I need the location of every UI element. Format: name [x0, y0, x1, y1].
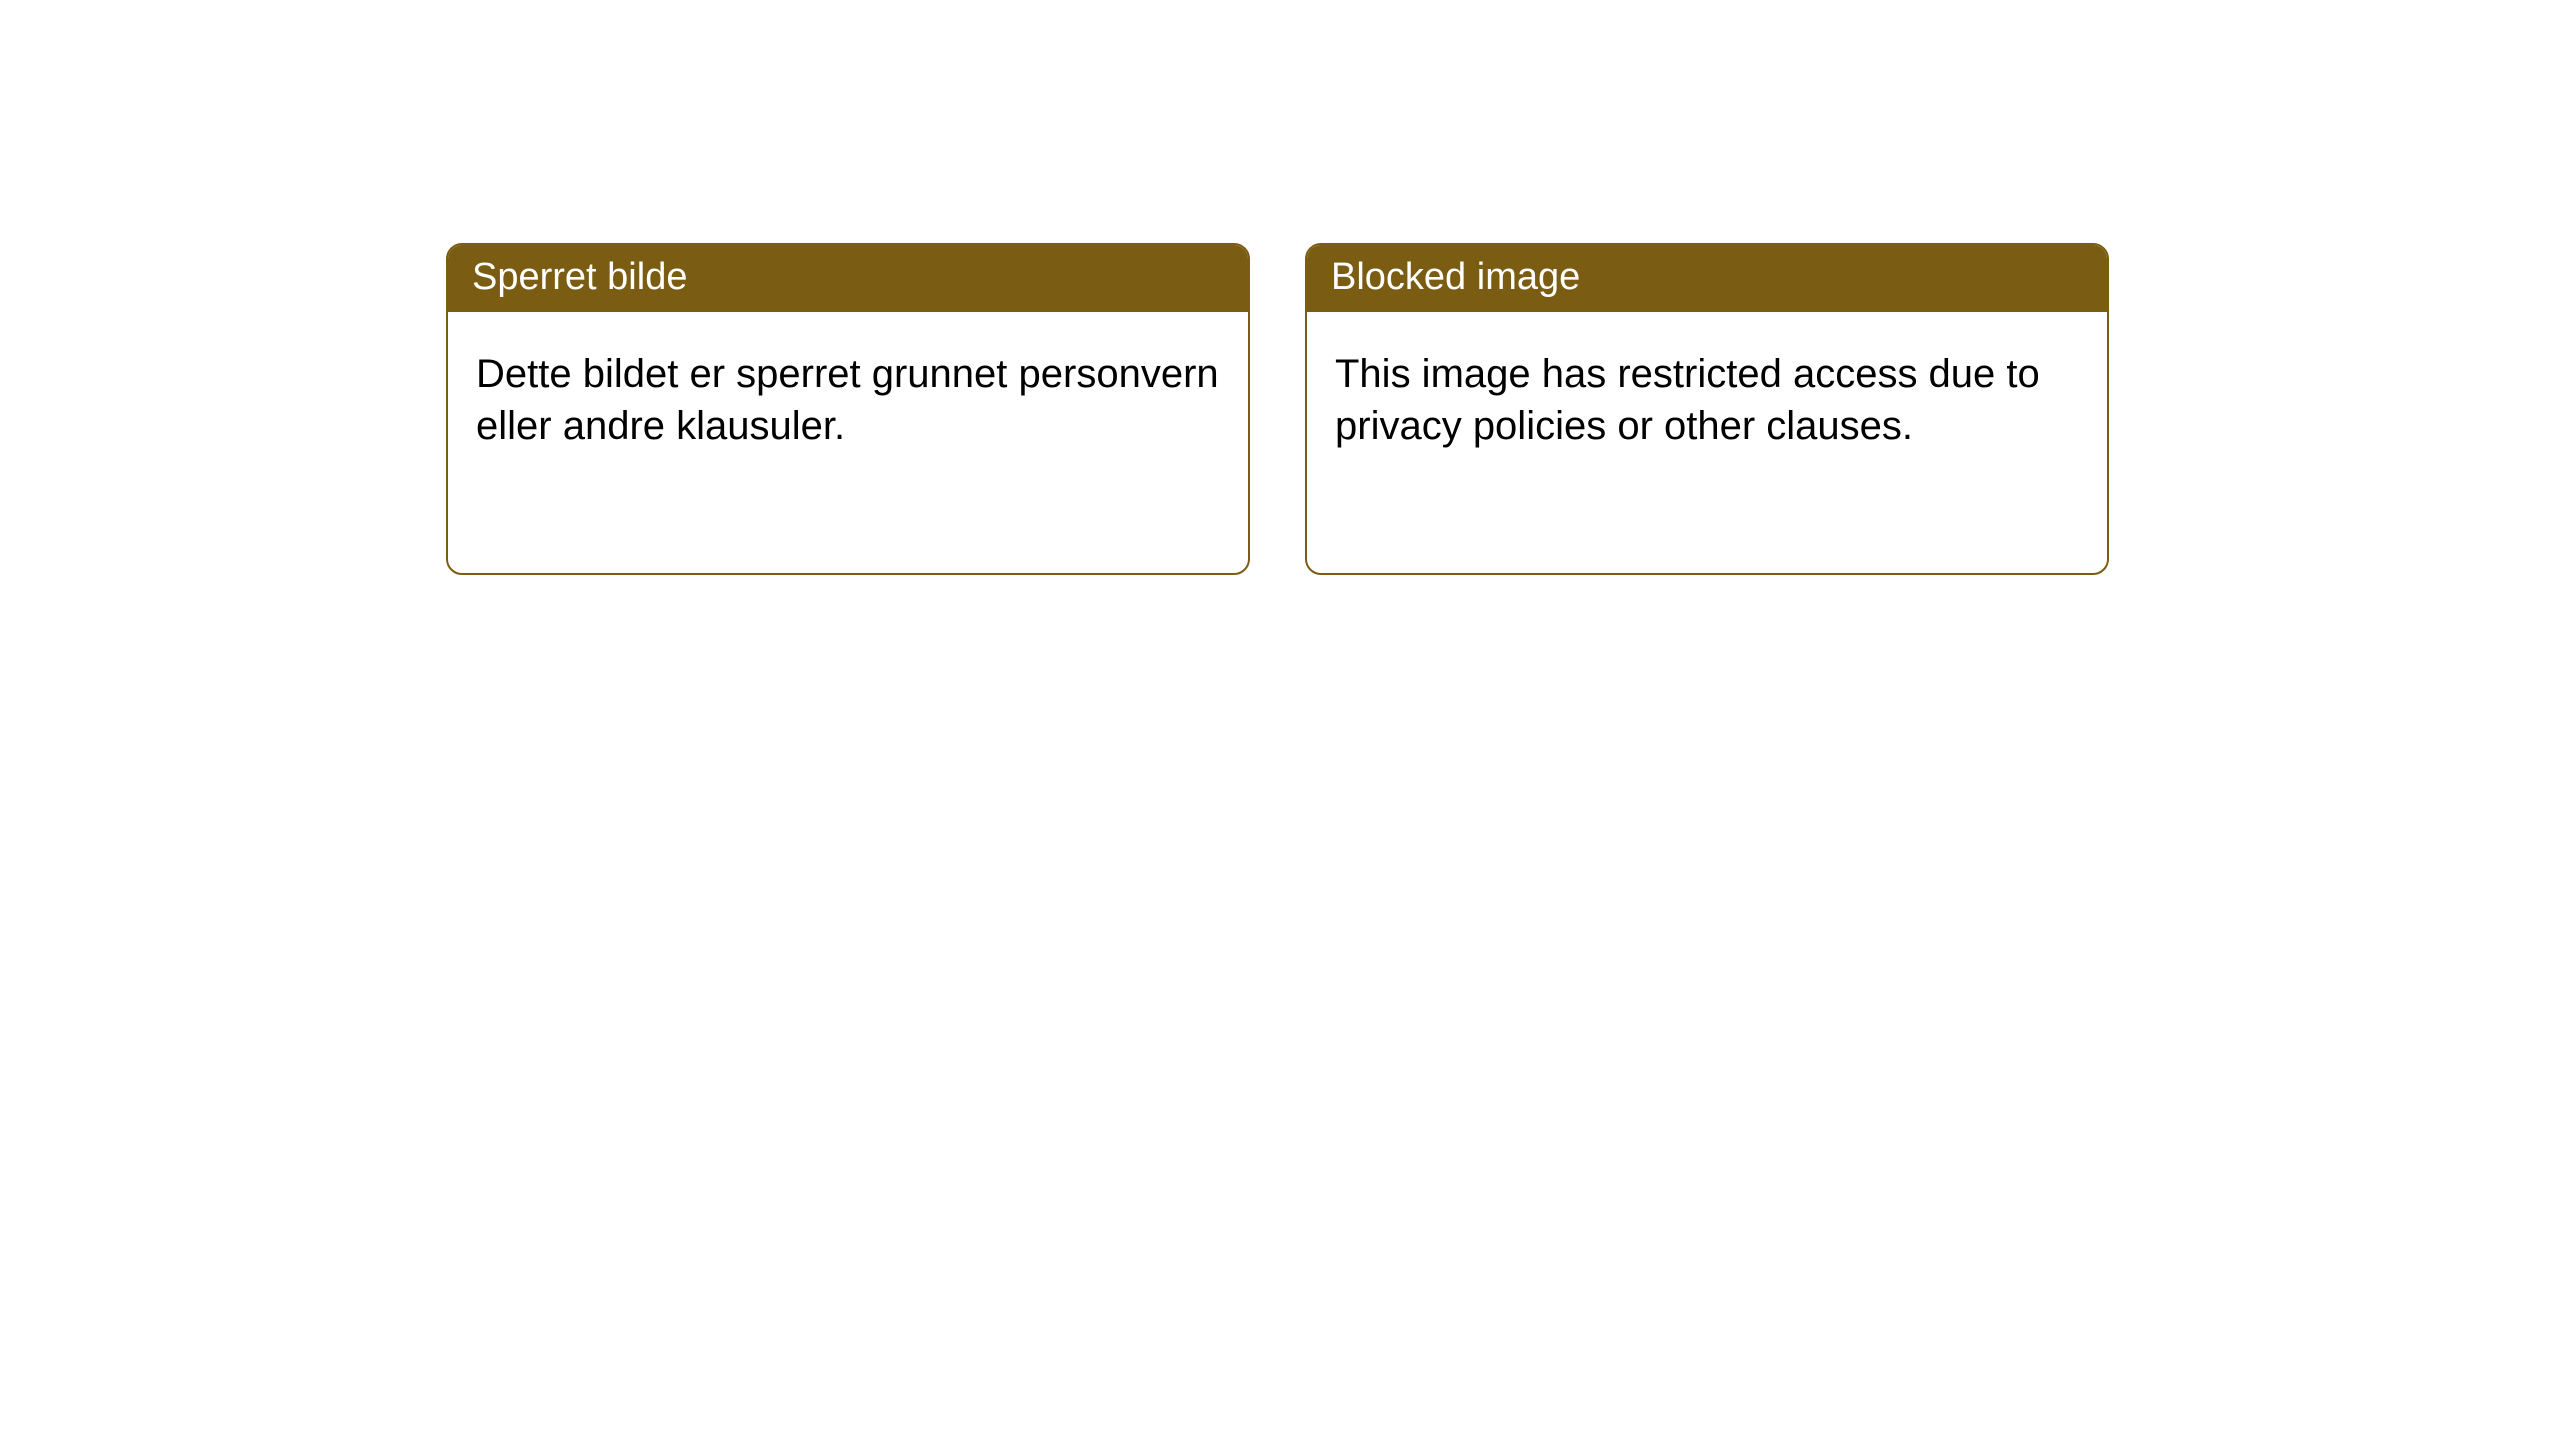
notice-title: Blocked image: [1307, 245, 2107, 312]
notice-body: This image has restricted access due to …: [1307, 312, 2107, 480]
notices-container: Sperret bilde Dette bildet er sperret gr…: [0, 0, 2560, 575]
notice-body: Dette bildet er sperret grunnet personve…: [448, 312, 1248, 480]
notice-card-norwegian: Sperret bilde Dette bildet er sperret gr…: [446, 243, 1250, 575]
notice-title: Sperret bilde: [448, 245, 1248, 312]
notice-card-english: Blocked image This image has restricted …: [1305, 243, 2109, 575]
